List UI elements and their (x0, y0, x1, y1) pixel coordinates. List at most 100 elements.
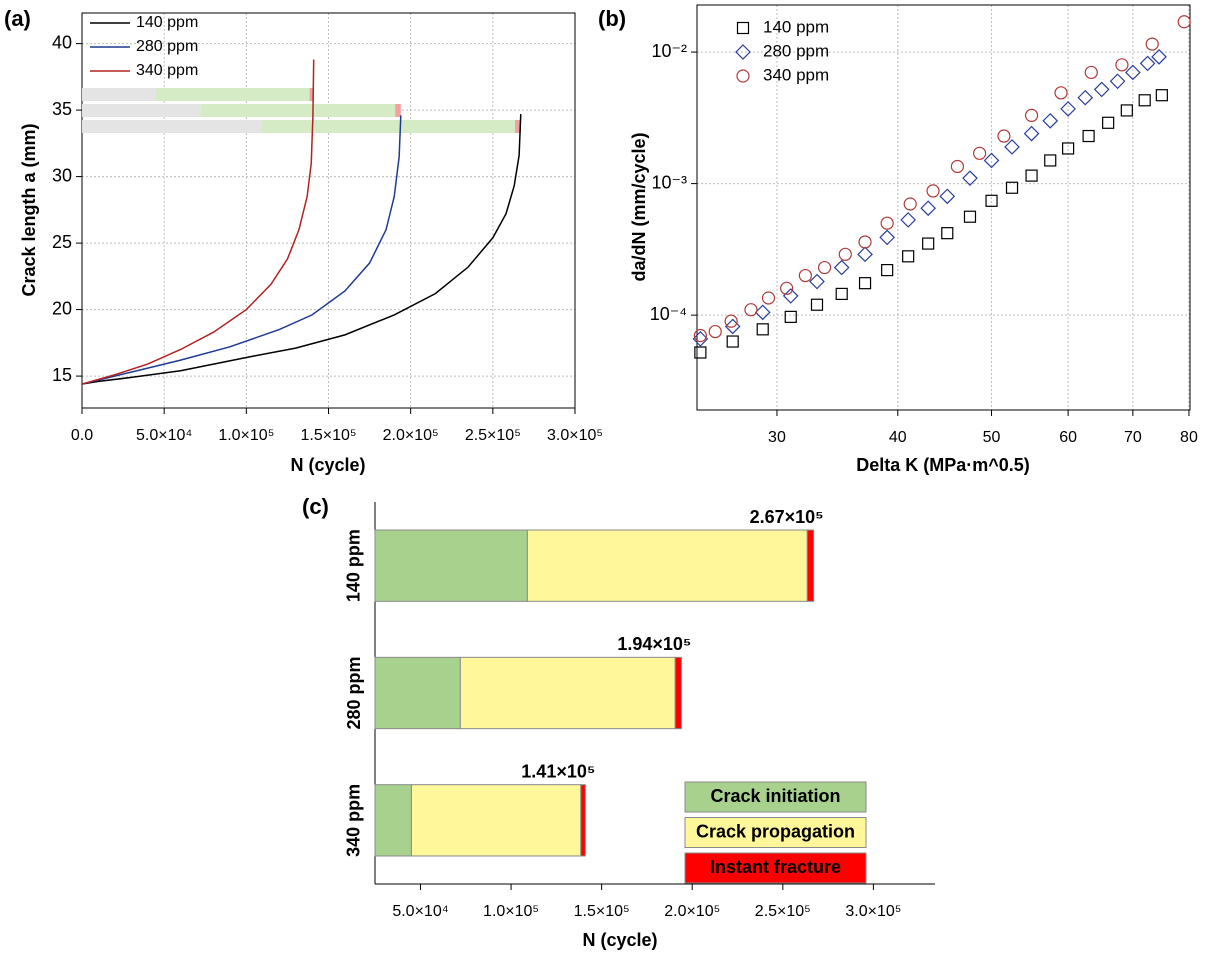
legend-label: 280 ppm (763, 41, 829, 60)
diamond-marker (939, 188, 956, 205)
diamond-marker (735, 44, 751, 60)
bar-segment (580, 784, 586, 857)
diamond-marker (833, 259, 850, 276)
category-label: 340 ppm (344, 784, 364, 857)
circle-marker (997, 129, 1011, 143)
phase-band (82, 104, 201, 117)
circle-marker (1024, 108, 1039, 123)
y-tick-label: 15 (52, 365, 72, 385)
square-marker (1044, 154, 1057, 167)
legend-label: Crack propagation (696, 821, 855, 841)
circle-marker (1084, 65, 1098, 80)
y-tick-label: 30 (52, 165, 72, 185)
legend-label: 140 ppm (763, 17, 829, 36)
phase-band (261, 120, 516, 133)
diamond-marker (1093, 81, 1110, 98)
circle-marker (903, 197, 917, 211)
x-tick-label: 2.5×10⁵ (755, 903, 811, 920)
y-axis-label: da/dN (mm/cycle) (629, 132, 649, 281)
bar-segment (806, 529, 815, 602)
phase-band (309, 88, 314, 101)
x-tick-label: 3.0×10⁵ (845, 903, 901, 920)
total-label: 1.94×10⁵ (617, 634, 691, 654)
y-tick-label: 25 (52, 232, 72, 252)
x-tick-label: 3.0×10⁵ (547, 427, 603, 444)
plot-frame (81, 12, 576, 409)
x-tick-label: 1.0×10⁵ (483, 903, 539, 920)
square-marker (694, 346, 707, 359)
y-tick-label: 40 (52, 32, 72, 52)
diamond-marker (857, 246, 873, 263)
bar-segment (374, 656, 461, 730)
square-marker (1025, 169, 1038, 182)
bar-segment (674, 656, 682, 730)
diamond-marker (1060, 101, 1076, 117)
diamond-marker (1004, 139, 1020, 155)
panel-label: (c) (302, 494, 329, 519)
square-marker (1062, 142, 1075, 155)
legend-label: Crack initiation (710, 786, 840, 806)
line-series (81, 59, 315, 385)
diamond-marker (1077, 89, 1094, 106)
bar-segment (459, 656, 676, 730)
circle-marker (693, 328, 707, 343)
diamond-marker (1125, 64, 1141, 81)
category-label: 140 ppm (344, 529, 364, 602)
legend-box (684, 817, 867, 848)
square-marker (881, 263, 894, 277)
y-tick-label: 10⁻² (651, 41, 687, 61)
square-marker (1155, 89, 1168, 102)
diamond-marker (920, 200, 937, 217)
diamond-marker (1151, 48, 1167, 65)
circle-marker (926, 184, 940, 198)
x-axis-label: N (cycle) (582, 930, 657, 950)
bar-segment (374, 784, 412, 857)
total-label: 1.41×10⁵ (521, 761, 595, 781)
line-series (81, 115, 402, 385)
phase-band (395, 104, 401, 117)
total-label: 2.67×10⁵ (750, 507, 824, 527)
square-marker (1082, 129, 1095, 143)
circle-marker (1145, 37, 1159, 51)
x-tick-label: 2.5×10⁵ (465, 427, 521, 444)
diamond-marker (809, 273, 825, 290)
panel-label: (a) (4, 6, 31, 31)
x-tick-label: 1.5×10⁵ (574, 903, 630, 920)
circle-marker (880, 216, 894, 230)
diamond-marker (1109, 73, 1126, 90)
diamond-marker (1139, 55, 1156, 72)
circle-marker (736, 69, 750, 83)
square-marker (922, 237, 935, 250)
bar-segment (374, 529, 528, 602)
square-marker (756, 323, 769, 336)
x-axis-label: Delta K (MPa·m^0.5) (856, 455, 1030, 475)
circle-marker (1115, 58, 1129, 72)
legend-label: 340 ppm (136, 62, 198, 79)
diamond-marker (1023, 125, 1040, 142)
x-tick-label: 60 (1059, 429, 1077, 446)
square-marker (1120, 104, 1133, 117)
diamond-marker (983, 152, 1000, 169)
x-axis-label: N (cycle) (290, 455, 365, 475)
circle-marker (744, 303, 758, 317)
legend-label: Instant fracture (710, 857, 841, 877)
x-tick-label: 50 (983, 429, 1001, 446)
circle-marker (972, 146, 987, 160)
x-tick-label: 80 (1180, 429, 1198, 446)
plot-frame (696, 4, 1191, 411)
square-marker (1102, 116, 1115, 129)
circle-marker (798, 268, 812, 283)
diamond-marker (782, 288, 799, 304)
square-marker (835, 287, 848, 301)
diamond-marker (724, 318, 741, 335)
circle-marker (838, 247, 852, 261)
square-marker (902, 250, 915, 263)
legend-box (684, 781, 867, 813)
diamond-marker (962, 170, 978, 187)
square-marker (963, 210, 977, 223)
diamond-marker (1042, 113, 1059, 129)
circle-marker (817, 260, 832, 275)
square-marker (784, 310, 797, 323)
